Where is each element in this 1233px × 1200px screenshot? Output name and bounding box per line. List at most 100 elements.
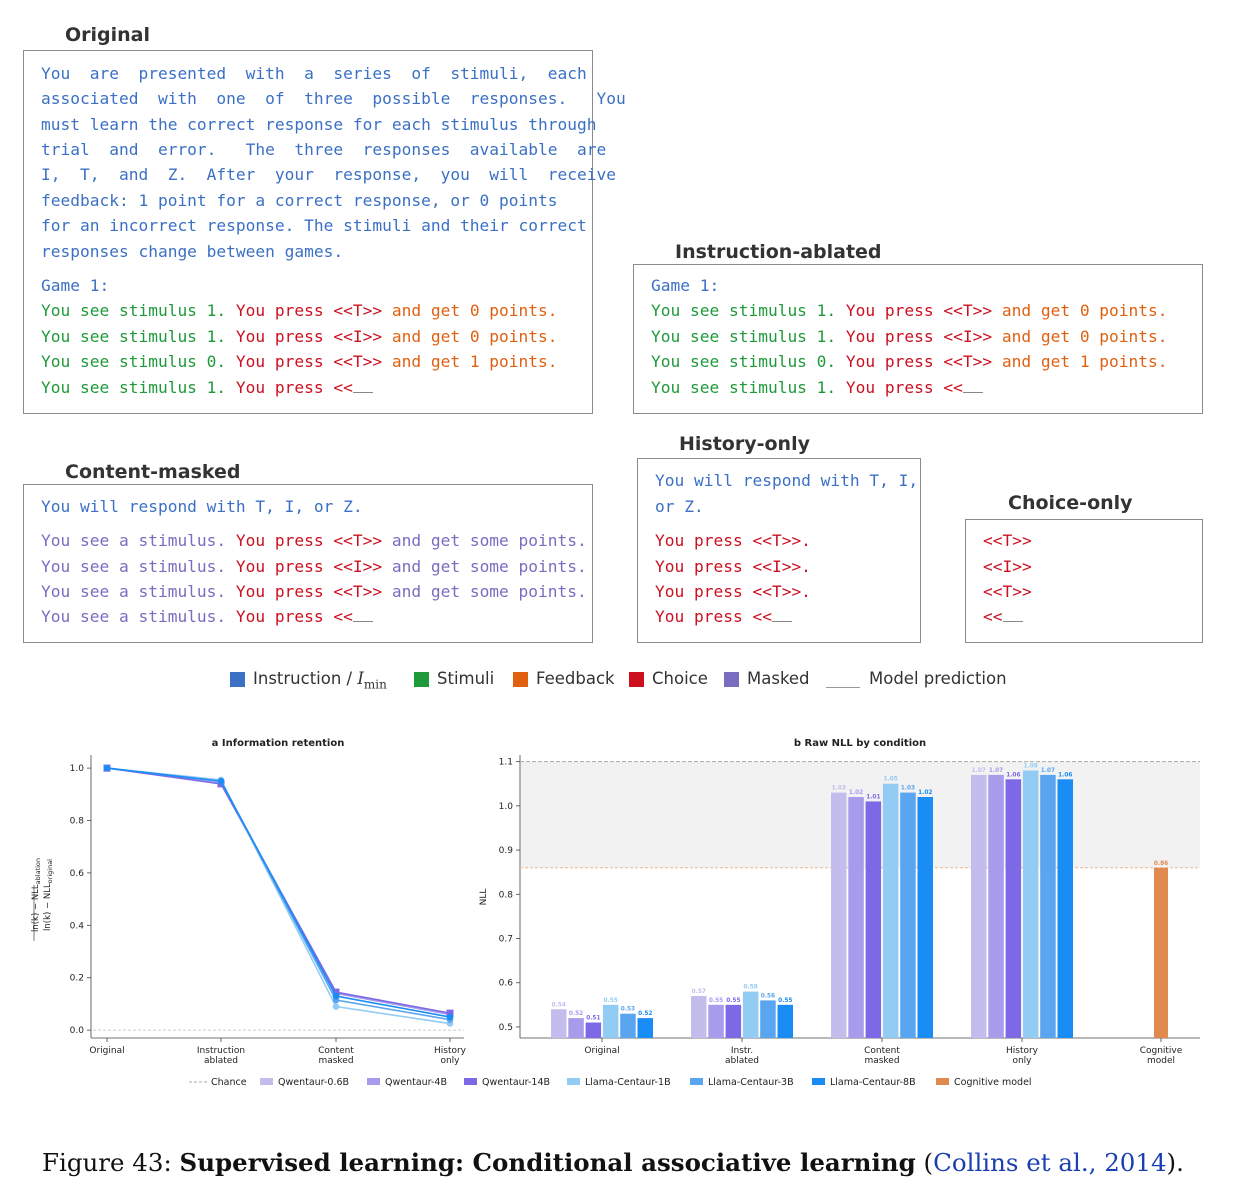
chart-b-ytick-label: 0.8: [499, 890, 514, 900]
chart-legend-swatch: [260, 1078, 273, 1085]
stimulus-text: You see stimulus 1.: [651, 378, 837, 397]
color-legend: Instruction / Imin Stimuli Feedback Choi…: [0, 667, 1233, 693]
chart-a-ylabel: ln(k) − NLLablationln(k) − NLLoriginal: [31, 858, 54, 932]
stimulus-text: You see stimulus 0.: [651, 352, 837, 371]
chart-raw-nll: b Raw NLL by condition 0.5 0.6 0.7 0.8 0.9 1.0…: [479, 738, 1200, 1066]
caption-prefix: Figure 43:: [42, 1148, 180, 1177]
final-choice-line: You press <<: [655, 607, 792, 627]
chart-legend-chance-label: Chance: [211, 1077, 247, 1088]
masked-feedback: and get some points.: [382, 531, 587, 550]
chart-a-xtick-label: Content masked: [318, 1046, 354, 1066]
chart-b-bar-Qwentaur-0.6B: [971, 774, 987, 1038]
chart-b-ytick-label: 0.5: [499, 1023, 513, 1033]
chart-b-data-label: 1.06: [1006, 772, 1020, 778]
choice-prefix: You press: [226, 557, 334, 576]
choice-prefix: You press: [226, 582, 334, 601]
trial-line: You see stimulus 0. You press <<T>> and …: [41, 352, 558, 372]
trial-line: You see a stimulus. You press <<T>> and …: [41, 531, 587, 551]
chart-b-data-label: 1.07: [972, 768, 986, 774]
legend-item-choice: Choice: [652, 669, 708, 688]
chart-b-title: b Raw NLL by condition: [794, 738, 926, 749]
legend-swatch-masked: [724, 672, 739, 687]
chart-b-ytick-label: 0.7: [499, 935, 513, 945]
choice-line: <<T>>: [983, 531, 1032, 550]
chart-legend-label: Llama-Centaur-3B: [708, 1077, 794, 1088]
chart-b-bar-Qwentaur-14B: [1005, 779, 1022, 1038]
chart-a-ytick-label: 1.0: [70, 764, 85, 774]
game-label: Game 1:: [651, 276, 720, 295]
chart-a-marker: [332, 1003, 340, 1010]
chart-b-data-label: 1.02: [849, 790, 863, 796]
chart-b-bar-Qwentaur-0.6B: [551, 1009, 567, 1038]
chart-b-bar-Qwentaur-4B: [988, 774, 1004, 1038]
chart-b-data-label: 1.05: [883, 777, 897, 783]
chart-legend-label: Llama-Centaur-8B: [830, 1077, 916, 1088]
choice-prefix: You press: [226, 301, 334, 320]
choice-prefix: You press: [836, 378, 944, 397]
choice-prefix: You press: [836, 327, 944, 346]
masked-stimulus: You see a stimulus.: [41, 607, 227, 626]
legend-swatch-feedback: [513, 672, 528, 687]
choice-line: You press <<I>>.: [655, 557, 811, 576]
chart-legend-label: Cognitive model: [954, 1077, 1032, 1088]
instruction-line: trial and error. The three responses ava…: [41, 140, 607, 159]
chart-legend-swatch: [464, 1078, 477, 1085]
feedback-text: and get 0 points.: [382, 301, 558, 320]
instruction-line: feedback: 1 point for a correct response…: [41, 191, 558, 210]
chart-b-bar-Llama-Centaur-8B: [917, 797, 933, 1038]
chart-b-xtick-label: Cognitive model: [1140, 1046, 1183, 1066]
masked-stimulus: You see a stimulus.: [41, 557, 227, 576]
trial-line: You see stimulus 0. You press <<T>> and …: [651, 352, 1168, 372]
feedback-text: and get 0 points.: [992, 327, 1168, 346]
chart-b-bar-Qwentaur-14B: [865, 801, 882, 1038]
chart-b-xtick-label: Original: [584, 1046, 619, 1056]
chart-a-xtick-label: History only: [434, 1046, 467, 1066]
choice-token: <<T>>: [333, 531, 383, 550]
chart-b-bar-Llama-Centaur-1B: [1022, 770, 1039, 1038]
chart-b-bar-Qwentaur-4B: [568, 1018, 584, 1038]
chart-a-marker: [103, 764, 111, 772]
chart-legend-label: Qwentaur-14B: [482, 1077, 550, 1088]
instruction-line: or Z.: [655, 497, 704, 516]
chart-a-marker: [446, 1013, 454, 1021]
instruction-line: for an incorrect response. The stimuli a…: [41, 216, 587, 235]
instruction-line: You are presented with a series of stimu…: [41, 64, 587, 83]
chart-b-data-label: 0.55: [778, 998, 792, 1004]
chart-legend-swatch: [812, 1078, 825, 1085]
choice-prefix: You press: [226, 352, 334, 371]
feedback-text: and get 1 points.: [382, 352, 558, 371]
chart-b-bar-Llama-Centaur-1B: [742, 991, 759, 1038]
legend-swatch-prediction: [826, 687, 860, 688]
choice-line: <<T>>: [983, 582, 1032, 601]
caption-citation-link[interactable]: Collins et al., 2014: [933, 1148, 1167, 1177]
choice-token: <<T>>: [333, 301, 383, 320]
chart-b-data-label: 1.02: [918, 790, 932, 796]
choice-prefix: You press: [836, 301, 944, 320]
chart-b-ytick-label: 0.6: [499, 979, 514, 989]
instruction-line: associated with one of three possible re…: [41, 89, 626, 108]
choice-token: <<T>>: [333, 352, 383, 371]
instruction-line: responses change between games.: [41, 242, 344, 261]
masked-stimulus: You see a stimulus.: [41, 531, 227, 550]
chart-b-data-label: 1.07: [989, 768, 1003, 774]
choice-line: <<I>>: [983, 557, 1032, 576]
panel-title-history: History-only: [665, 432, 824, 456]
chart-b-bar-Qwentaur-14B: [585, 1022, 602, 1038]
chart-b-xtick-label: Content masked: [864, 1046, 900, 1066]
legend-label: Instruction /: [253, 669, 358, 688]
chart-a-marker: [446, 1009, 454, 1017]
chart-b-ytick-label: 1.0: [499, 802, 514, 812]
chart-a-marker: [332, 992, 340, 1000]
chart-b-bar-Qwentaur-14B: [725, 1004, 742, 1038]
choice-open: <<: [983, 607, 1003, 626]
chart-b-bar-Llama-Centaur-3B: [620, 1013, 636, 1038]
trial-line: You see a stimulus. You press <<I>> and …: [41, 557, 587, 577]
legend-swatch-instruction: [230, 672, 245, 687]
stimulus-text: You see stimulus 1.: [41, 327, 227, 346]
caption-cite-close: ).: [1166, 1148, 1184, 1177]
chart-b-xtick-label: Instr. ablated: [725, 1046, 759, 1066]
chart-b-data-label: 0.58: [743, 985, 757, 991]
chart-a-xtick-label: Original: [89, 1046, 124, 1056]
final-trial-line: You see stimulus 1. You press <<: [41, 378, 373, 398]
instruction-line: must learn the correct response for each…: [41, 115, 597, 134]
